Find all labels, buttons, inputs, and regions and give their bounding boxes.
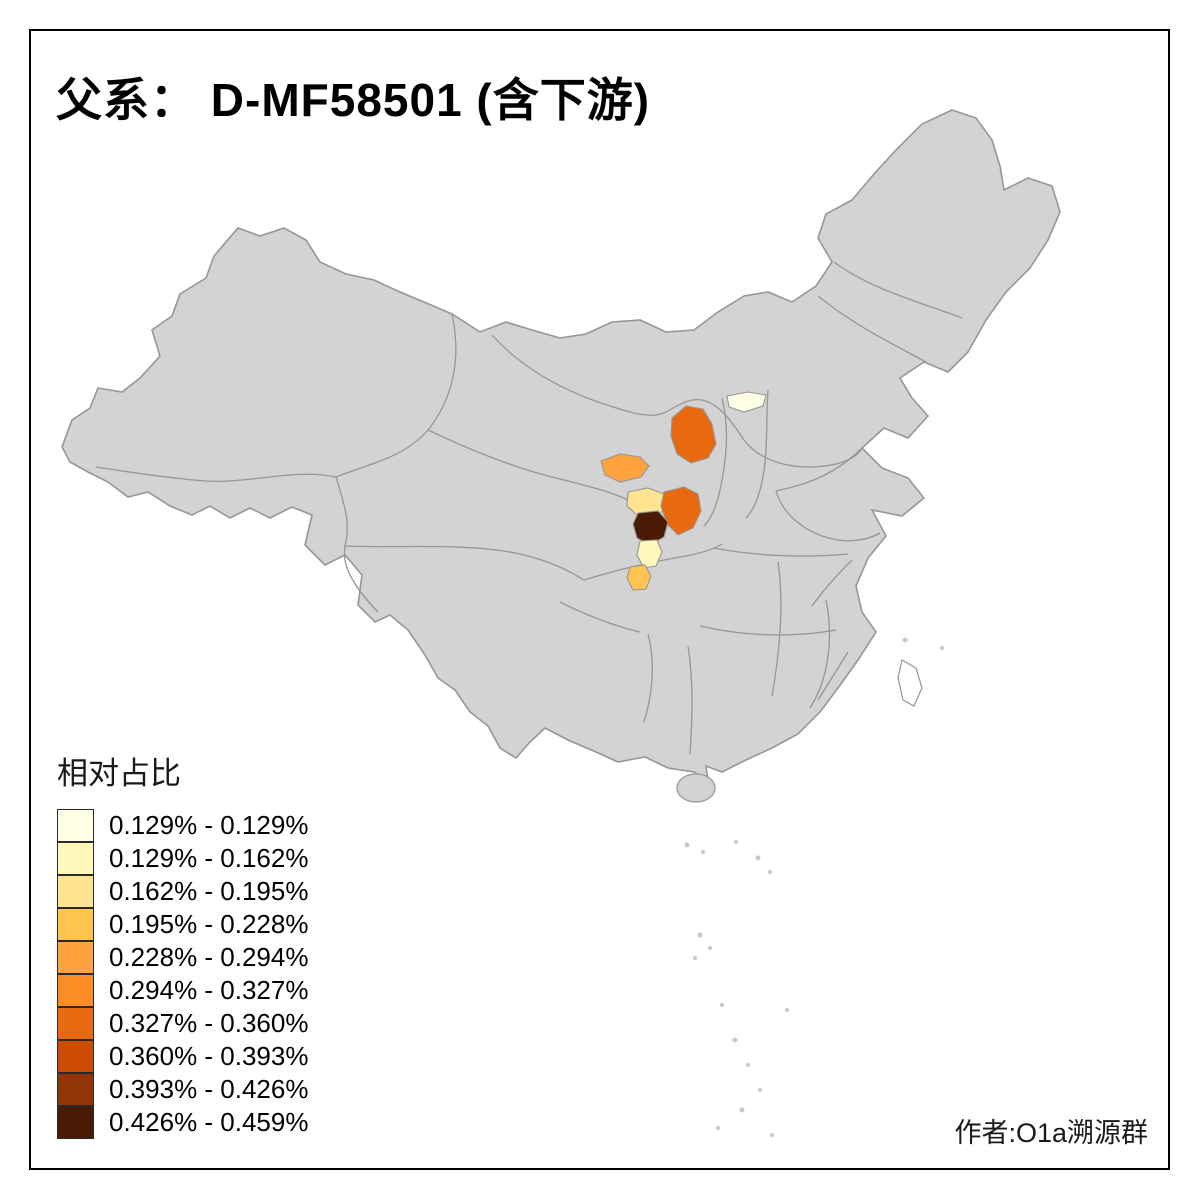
legend-row: 0.360% - 0.393% [57, 1040, 308, 1073]
legend-row: 0.393% - 0.426% [57, 1073, 308, 1106]
province-border [583, 543, 723, 581]
legend-swatch [57, 1106, 94, 1139]
legend-label: 0.162% - 0.195% [109, 876, 309, 906]
island-dot [708, 946, 712, 950]
legend-swatch [57, 974, 94, 1007]
province-border [703, 397, 728, 527]
province-borders [95, 261, 963, 755]
province-border [491, 334, 863, 468]
map-region-3 [600, 453, 650, 483]
province-border [833, 261, 963, 319]
legend-swatch [57, 842, 94, 875]
island-dot [770, 1133, 774, 1137]
province-border [687, 645, 693, 755]
map-region-2 [670, 405, 717, 464]
map-region-1 [726, 391, 767, 413]
legend-label: 0.129% - 0.162% [109, 843, 309, 873]
legend-swatch [57, 908, 94, 941]
island-dot [716, 1126, 720, 1130]
island-dot [732, 1037, 738, 1043]
legend-label: 0.327% - 0.360% [109, 1008, 309, 1038]
island-dot [755, 855, 761, 861]
legend: 相对占比 0.129% - 0.129% 0.129% - 0.162% 0.162… [57, 748, 308, 1139]
legend-label: 0.393% - 0.426% [109, 1074, 309, 1104]
province-border [809, 599, 831, 709]
legend-row: 0.327% - 0.360% [57, 1007, 308, 1040]
legend-title: 相对占比 [57, 756, 181, 791]
legend-row: 0.294% - 0.327% [57, 974, 308, 1007]
taiwan-island [897, 659, 923, 707]
legend-swatch [57, 809, 94, 842]
legend-label: 0.426% - 0.459% [109, 1107, 309, 1137]
legend-swatch [57, 1007, 94, 1040]
highlight-regions [600, 391, 767, 591]
island-dot [697, 932, 703, 938]
island-dot [693, 956, 697, 960]
author-credit: 作者:O1a溯源群 [954, 1118, 1148, 1148]
province-border [713, 547, 849, 557]
legend-swatch [57, 941, 94, 974]
island-dot [734, 840, 738, 844]
province-border [775, 490, 881, 542]
legend-rows: 0.129% - 0.129% 0.129% - 0.162% 0.162% - 0… [57, 809, 308, 1139]
map-region-8 [626, 564, 652, 591]
island-dot [701, 850, 705, 854]
province-border [427, 429, 629, 501]
legend-swatch [57, 1073, 94, 1106]
island-dot [684, 842, 690, 848]
island-dot [758, 1088, 762, 1092]
map-region-5 [660, 486, 702, 536]
province-border [811, 559, 853, 607]
island-dot [739, 1107, 745, 1113]
legend-row: 0.228% - 0.294% [57, 941, 308, 974]
legend-swatch [57, 875, 94, 908]
province-border [344, 545, 585, 581]
island-dot [720, 1003, 724, 1007]
legend-row: 0.129% - 0.162% [57, 842, 308, 875]
province-border [95, 466, 337, 483]
map-region-7 [636, 539, 663, 569]
legend-label: 0.228% - 0.294% [109, 942, 309, 972]
south-china-sea-islands [684, 637, 944, 1137]
island-dot [785, 1008, 789, 1012]
legend-row: 0.195% - 0.228% [57, 908, 308, 941]
china-outline [61, 109, 1061, 782]
province-border [775, 447, 863, 492]
legend-row: 0.426% - 0.459% [57, 1106, 308, 1139]
map-title: 父系： D-MF58501 (含下游) [56, 74, 651, 126]
province-border [817, 651, 849, 701]
legend-label: 0.195% - 0.228% [109, 909, 309, 939]
island-dot [940, 646, 944, 650]
province-border [817, 295, 927, 363]
legend-row: 0.129% - 0.129% [57, 809, 308, 842]
island-dot [746, 1063, 750, 1067]
legend-row: 0.162% - 0.195% [57, 875, 308, 908]
legend-swatch [57, 1040, 94, 1073]
province-border [699, 625, 837, 636]
island-dot [902, 637, 908, 643]
legend-label: 0.129% - 0.129% [109, 810, 309, 840]
province-border [643, 633, 654, 723]
legend-label: 0.294% - 0.327% [109, 975, 309, 1005]
province-border [559, 601, 641, 633]
legend-label: 0.360% - 0.393% [109, 1041, 309, 1071]
hainan-island [676, 773, 716, 803]
province-border [771, 561, 782, 697]
island-dot [768, 870, 772, 874]
province-border [745, 389, 769, 519]
